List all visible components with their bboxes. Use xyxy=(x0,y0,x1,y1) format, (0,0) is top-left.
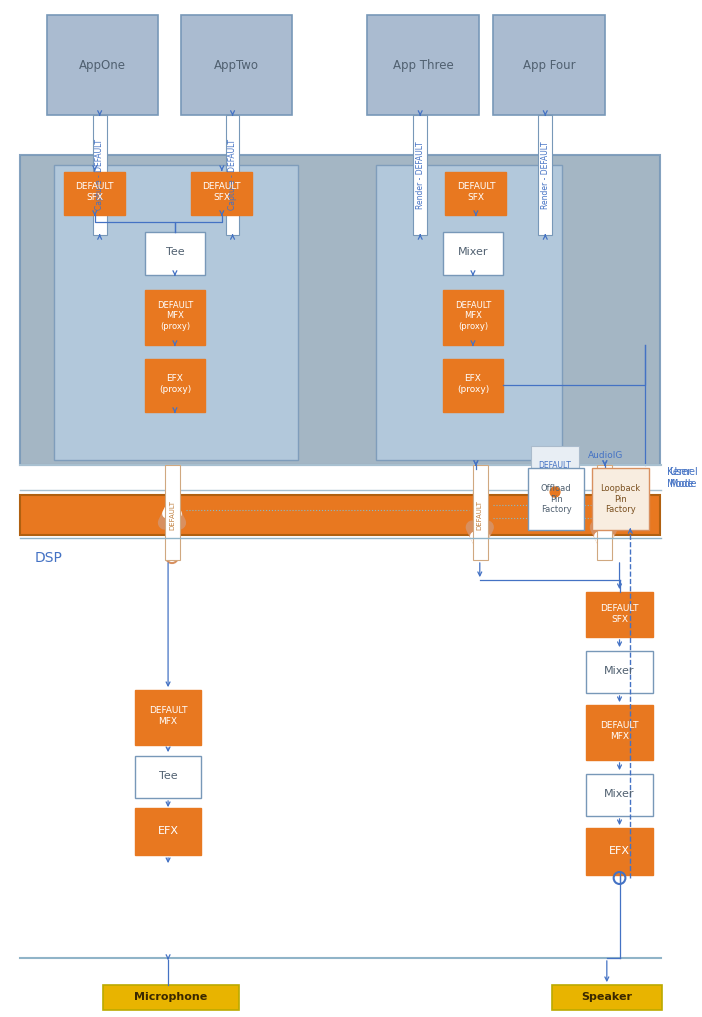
FancyBboxPatch shape xyxy=(135,756,201,798)
FancyBboxPatch shape xyxy=(597,465,611,560)
FancyBboxPatch shape xyxy=(528,468,584,530)
FancyBboxPatch shape xyxy=(165,465,180,560)
FancyBboxPatch shape xyxy=(93,115,107,235)
Text: App Three: App Three xyxy=(392,59,453,71)
Text: DEFAULT: DEFAULT xyxy=(169,500,175,530)
Text: Render - DEFAULT: Render - DEFAULT xyxy=(541,141,550,208)
Text: Mixer: Mixer xyxy=(604,666,635,676)
FancyBboxPatch shape xyxy=(586,705,653,760)
Text: DSP: DSP xyxy=(34,551,62,565)
FancyBboxPatch shape xyxy=(135,807,201,855)
Text: AppTwo: AppTwo xyxy=(214,59,259,71)
Text: EFX: EFX xyxy=(157,826,178,836)
FancyBboxPatch shape xyxy=(181,15,292,115)
Text: App Four: App Four xyxy=(523,59,576,71)
Text: Capture - DEFAULT: Capture - DEFAULT xyxy=(95,139,104,211)
FancyBboxPatch shape xyxy=(586,774,653,816)
FancyBboxPatch shape xyxy=(443,359,503,412)
FancyBboxPatch shape xyxy=(226,115,239,235)
Text: EFX: EFX xyxy=(609,846,630,856)
FancyBboxPatch shape xyxy=(63,172,125,215)
FancyBboxPatch shape xyxy=(54,165,298,460)
Text: DEFAULT
MFX: DEFAULT MFX xyxy=(600,721,639,740)
Text: DEFAULT
MFX
(proxy): DEFAULT MFX (proxy) xyxy=(455,301,491,331)
Text: Kernel
Mode: Kernel Mode xyxy=(668,467,698,489)
FancyBboxPatch shape xyxy=(20,155,660,465)
FancyBboxPatch shape xyxy=(145,359,205,412)
Text: Offload
Pin
Factory: Offload Pin Factory xyxy=(541,484,571,514)
FancyBboxPatch shape xyxy=(135,690,201,745)
Text: Capture - DEFAULT: Capture - DEFAULT xyxy=(228,139,237,211)
FancyBboxPatch shape xyxy=(145,290,205,345)
FancyBboxPatch shape xyxy=(444,172,506,215)
FancyBboxPatch shape xyxy=(586,592,653,637)
FancyBboxPatch shape xyxy=(443,290,503,345)
Text: Tee: Tee xyxy=(159,771,178,781)
Text: Mixer: Mixer xyxy=(458,247,488,257)
FancyBboxPatch shape xyxy=(494,15,605,115)
Text: Loopback
Pin
Factory: Loopback Pin Factory xyxy=(600,484,640,514)
FancyBboxPatch shape xyxy=(586,828,653,875)
FancyBboxPatch shape xyxy=(145,232,205,275)
FancyBboxPatch shape xyxy=(413,115,427,235)
FancyBboxPatch shape xyxy=(367,15,479,115)
Text: User
Mode: User Mode xyxy=(668,467,694,489)
Text: DEFAULT
SFX: DEFAULT SFX xyxy=(456,182,495,201)
Text: EFX
(proxy): EFX (proxy) xyxy=(159,374,191,394)
FancyBboxPatch shape xyxy=(592,468,649,530)
Text: AppOne: AppOne xyxy=(79,59,126,71)
Text: Render - DEFAULT: Render - DEFAULT xyxy=(416,141,425,208)
FancyBboxPatch shape xyxy=(552,985,661,1010)
FancyBboxPatch shape xyxy=(102,985,239,1010)
Text: DEFAULT: DEFAULT xyxy=(601,500,607,530)
Text: DEFAULT
SFX: DEFAULT SFX xyxy=(203,182,241,201)
FancyBboxPatch shape xyxy=(47,15,159,115)
Text: Microphone: Microphone xyxy=(134,992,208,1002)
FancyBboxPatch shape xyxy=(538,115,552,235)
FancyBboxPatch shape xyxy=(190,172,252,215)
FancyBboxPatch shape xyxy=(473,465,488,560)
Text: DEFAULT: DEFAULT xyxy=(477,500,483,530)
Text: DEFAULT
SFX: DEFAULT SFX xyxy=(600,604,639,623)
Text: EFX
(proxy): EFX (proxy) xyxy=(457,374,489,394)
Text: Mixer: Mixer xyxy=(604,789,635,799)
Text: AudioIG: AudioIG xyxy=(588,451,623,460)
Text: DEFAULT
SFX: DEFAULT SFX xyxy=(76,182,114,201)
FancyBboxPatch shape xyxy=(443,232,503,275)
FancyBboxPatch shape xyxy=(20,495,660,535)
Text: DEFAULT
MFX
(proxy): DEFAULT MFX (proxy) xyxy=(157,301,193,331)
FancyBboxPatch shape xyxy=(376,165,562,460)
Text: DEFAULT: DEFAULT xyxy=(538,461,571,470)
Circle shape xyxy=(550,487,560,497)
FancyBboxPatch shape xyxy=(586,651,653,693)
Text: DEFAULT
MFX: DEFAULT MFX xyxy=(149,706,187,726)
FancyBboxPatch shape xyxy=(531,446,579,484)
Text: Speaker: Speaker xyxy=(581,992,633,1002)
Text: Tee: Tee xyxy=(166,247,184,257)
